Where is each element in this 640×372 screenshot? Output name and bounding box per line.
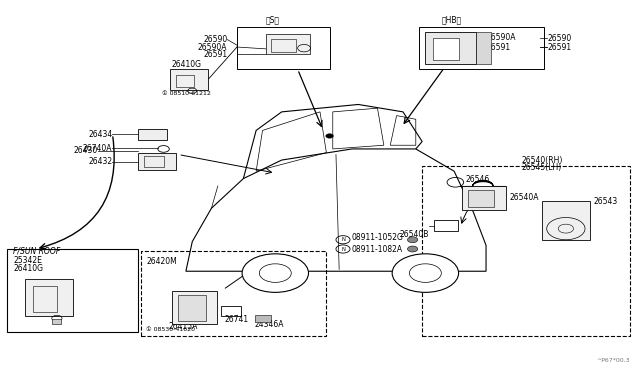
Bar [422, 166, 630, 336]
Bar [138, 129, 167, 140]
Bar [266, 34, 310, 54]
Bar [476, 32, 490, 64]
Text: 26543: 26543 [593, 197, 618, 206]
Bar [433, 38, 459, 60]
Bar [170, 69, 208, 90]
Polygon shape [186, 149, 486, 271]
Bar [255, 315, 271, 322]
Bar [172, 291, 216, 324]
Bar [542, 201, 590, 240]
Text: （HB）: （HB） [442, 16, 461, 25]
Circle shape [392, 254, 459, 292]
Text: ① 08530-41620: ① 08530-41620 [147, 327, 195, 332]
Text: 25342E: 25342E [13, 256, 42, 265]
Bar [141, 251, 326, 336]
Bar [434, 220, 458, 231]
Bar [7, 249, 138, 333]
Text: 26591: 26591 [204, 50, 227, 59]
Text: N: N [341, 237, 345, 242]
Bar [271, 39, 296, 52]
Bar [138, 153, 176, 170]
Bar [467, 190, 494, 207]
Text: 26415A: 26415A [168, 321, 197, 331]
Text: 26590: 26590 [203, 35, 227, 44]
Text: 26410G: 26410G [13, 264, 44, 273]
Bar [52, 320, 61, 324]
Text: 26420M: 26420M [147, 257, 177, 266]
Text: N: N [341, 247, 345, 251]
Circle shape [242, 254, 308, 292]
Text: 26540A: 26540A [509, 193, 539, 202]
Text: 26432: 26432 [88, 157, 113, 166]
Circle shape [408, 237, 418, 243]
Text: （S）: （S） [266, 16, 280, 25]
Text: 26545(LH): 26545(LH) [521, 163, 561, 172]
Bar [33, 286, 57, 312]
Bar [419, 27, 543, 69]
Text: 26741: 26741 [224, 315, 248, 324]
Text: 26740A: 26740A [83, 144, 113, 153]
Circle shape [326, 134, 333, 138]
Text: 26434: 26434 [88, 129, 113, 139]
Text: 26410G: 26410G [172, 60, 202, 69]
Text: 26590A: 26590A [198, 42, 227, 51]
Text: 26590A: 26590A [486, 33, 516, 42]
Text: 08911-1082A: 08911-1082A [352, 244, 403, 253]
Text: 24346A: 24346A [255, 321, 284, 330]
Text: F/SUN ROOF: F/SUN ROOF [13, 246, 61, 255]
Bar [177, 295, 206, 321]
Text: 26591: 26591 [548, 42, 572, 51]
Bar [221, 306, 241, 317]
Text: 26540(RH): 26540(RH) [521, 156, 563, 165]
Bar [426, 32, 476, 64]
Text: 26540B: 26540B [399, 230, 429, 239]
Bar [145, 155, 164, 167]
Bar [25, 279, 73, 317]
Text: ① 08510-61212: ① 08510-61212 [162, 91, 211, 96]
Bar [237, 27, 330, 69]
Text: 26590: 26590 [548, 34, 572, 43]
Text: 26430: 26430 [74, 146, 98, 155]
Text: ^P67*00.3: ^P67*00.3 [596, 358, 630, 363]
Bar [462, 186, 506, 210]
Text: 26591: 26591 [486, 42, 510, 51]
Text: 08911-1052G: 08911-1052G [352, 232, 404, 242]
Bar [176, 75, 194, 87]
Text: 26546: 26546 [466, 175, 490, 184]
Circle shape [408, 246, 418, 252]
